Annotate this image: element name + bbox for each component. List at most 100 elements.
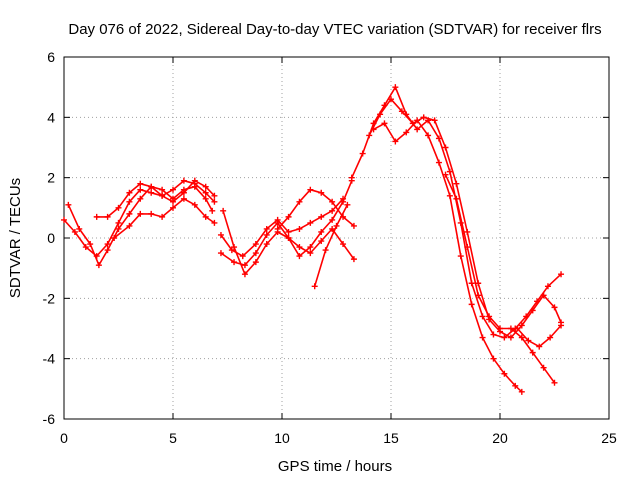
x-tick-label: 5 [169, 430, 177, 446]
data-point [525, 337, 532, 344]
data-point [381, 120, 388, 127]
data-point [170, 186, 176, 193]
data-point [514, 325, 521, 332]
data-point [479, 313, 486, 320]
y-tick-label: -6 [43, 411, 56, 427]
data-point [329, 216, 336, 223]
data-point [322, 247, 329, 254]
data-point [76, 225, 83, 232]
y-tick-label: 4 [47, 109, 55, 125]
data-point [296, 244, 303, 251]
series-line [63, 179, 215, 257]
data-point [202, 213, 209, 220]
series-9 [311, 201, 351, 290]
data-point [501, 370, 508, 377]
data-point [529, 349, 536, 356]
data-point [228, 247, 235, 254]
data-point [241, 262, 248, 269]
series-10 [348, 84, 565, 341]
data-point [529, 307, 536, 314]
data-point [442, 144, 449, 151]
data-point [241, 271, 248, 278]
data-point [329, 198, 336, 205]
data-point [126, 222, 133, 229]
series-8 [274, 186, 357, 232]
series-12 [370, 117, 525, 395]
data-point [540, 364, 547, 371]
x-tick-label: 10 [274, 430, 290, 446]
data-point [518, 322, 525, 329]
data-point [333, 222, 340, 229]
data-point [518, 334, 525, 341]
series-13 [442, 171, 558, 386]
data-point [191, 201, 198, 208]
data-point [486, 313, 493, 320]
data-point [507, 334, 514, 341]
data-point [318, 238, 325, 245]
data-point [392, 84, 399, 91]
data-point [111, 235, 118, 241]
data-point [126, 210, 133, 217]
data-point [558, 322, 565, 329]
data-point [274, 225, 281, 232]
data-point [296, 198, 303, 205]
data-point [435, 159, 442, 166]
data-point [446, 168, 453, 175]
data-point [398, 108, 405, 115]
series-6 [217, 219, 357, 269]
data-point [137, 186, 144, 193]
data-point [425, 132, 432, 139]
data-point [490, 331, 497, 338]
data-point [512, 382, 519, 389]
data-point [191, 177, 198, 184]
series-line [113, 198, 215, 239]
data-point [170, 204, 176, 211]
data-point [307, 219, 314, 226]
data-point [350, 256, 357, 263]
data-point [377, 111, 384, 118]
data-point [536, 343, 543, 350]
data-point [464, 228, 471, 235]
data-point [420, 114, 427, 121]
series-line [313, 204, 349, 287]
data-point [180, 195, 187, 202]
y-tick-label: -2 [43, 290, 56, 306]
data-point [231, 244, 238, 251]
data-point [540, 292, 547, 299]
data-point [137, 195, 144, 202]
data-point [87, 241, 94, 248]
series-line [277, 188, 355, 230]
data-point [252, 250, 259, 257]
data-point [307, 244, 314, 251]
data-point [211, 198, 218, 205]
data-point [307, 186, 314, 193]
series-1 [61, 177, 218, 260]
data-point [479, 334, 486, 341]
data-point [274, 216, 281, 223]
data-point [544, 283, 551, 290]
data-point [431, 117, 438, 124]
series-3 [93, 177, 218, 220]
data-point [159, 192, 166, 199]
data-point [547, 334, 554, 341]
data-point [414, 126, 421, 133]
data-point [285, 213, 292, 220]
data-point [350, 222, 357, 229]
data-point [435, 135, 442, 142]
data-point [348, 174, 355, 181]
y-tick-label: 2 [47, 170, 55, 186]
data-point [263, 231, 270, 238]
series-line [220, 198, 344, 257]
data-point [370, 126, 377, 133]
data-point [126, 198, 133, 205]
data-point [468, 301, 475, 308]
data-point [137, 180, 144, 187]
data-point [202, 189, 209, 196]
data-point [252, 241, 259, 248]
series-4 [111, 195, 218, 241]
data-point [115, 204, 122, 211]
series-line [368, 98, 562, 339]
data-point [285, 228, 292, 235]
x-axis-label: GPS time / hours [278, 458, 392, 475]
data-point [137, 210, 144, 217]
